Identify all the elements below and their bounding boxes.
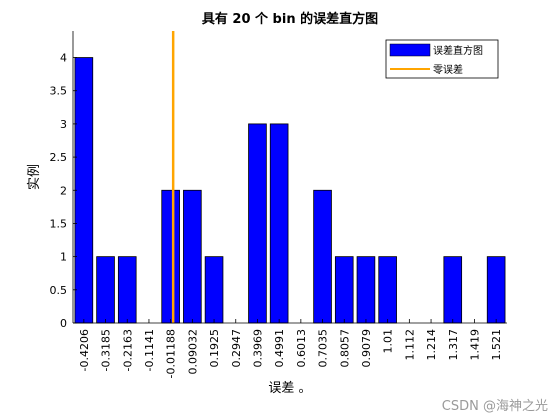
y-tick-label: 4 — [60, 52, 67, 65]
x-tick-label: 0.3969 — [251, 329, 264, 368]
x-tick-label: -0.3185 — [100, 329, 113, 371]
bar — [96, 256, 115, 324]
y-tick-label: 2.5 — [50, 151, 68, 164]
y-tick-label: 2 — [60, 184, 67, 197]
x-tick-label: -0.01188 — [165, 329, 178, 378]
x-tick-label: 1.317 — [447, 329, 460, 361]
x-tick-label: 0.6013 — [295, 329, 308, 368]
legend-bar-label: 误差直方图 — [433, 44, 483, 57]
x-tick-label: 0.1925 — [208, 329, 221, 368]
x-tick-label: 1.419 — [468, 329, 481, 361]
bar — [117, 256, 137, 324]
bar — [486, 256, 506, 324]
x-tick-label: 0.2947 — [230, 329, 243, 368]
watermark-text: CSDN @海神之光 — [441, 399, 548, 414]
x-tick-label: 0.7035 — [317, 329, 330, 368]
x-tick-label: -0.1141 — [143, 329, 156, 371]
y-tick-label: 0 — [60, 317, 67, 330]
bar — [356, 256, 376, 324]
bar — [378, 256, 397, 324]
x-tick-label: 0.4991 — [273, 329, 286, 368]
x-tick-label: 1.521 — [490, 329, 503, 361]
x-tick-label: 1.112 — [403, 329, 416, 361]
bars-group — [74, 57, 506, 324]
y-ticks: 0 0.5 1 1.5 2 2.5 3 3.5 4 — [50, 52, 77, 330]
x-ticks: -0.4206 -0.3185 -0.2163 -0.1141 -0.01188 0.09… — [78, 319, 503, 378]
x-tick-label: 1.01 — [382, 329, 395, 354]
x-tick-label: 0.9079 — [360, 329, 373, 368]
y-axis-label: 实例 — [27, 164, 42, 190]
x-tick-label: -0.2163 — [121, 329, 134, 371]
y-tick-label: 1 — [60, 251, 67, 264]
x-axis-label: 误差 。 — [268, 381, 311, 396]
chart-title: 具有 20 个 bin 的误差直方图 — [202, 11, 378, 27]
bar — [183, 189, 202, 324]
y-tick-label: 0.5 — [50, 284, 68, 297]
x-tick-label: -0.4206 — [78, 329, 91, 371]
bar — [161, 189, 180, 324]
legend-line-label: 零误差 — [433, 63, 463, 76]
axes-frame — [72, 31, 507, 324]
x-tick-label: 0.8057 — [338, 329, 351, 368]
legend-bar-swatch — [389, 43, 431, 57]
bar — [204, 256, 224, 324]
x-tick-label: 0.09032 — [186, 329, 199, 375]
y-tick-label: 3 — [60, 118, 67, 131]
x-tick-label: 1.214 — [425, 329, 438, 361]
bar — [269, 123, 289, 324]
bar — [313, 189, 332, 324]
y-tick-label: 3.5 — [50, 85, 68, 98]
y-tick-label: 1.5 — [50, 217, 68, 230]
bar — [248, 123, 267, 324]
bar — [74, 57, 94, 324]
legend: 误差直方图 零误差 — [385, 39, 499, 79]
bar — [334, 256, 354, 324]
bar — [443, 256, 463, 324]
